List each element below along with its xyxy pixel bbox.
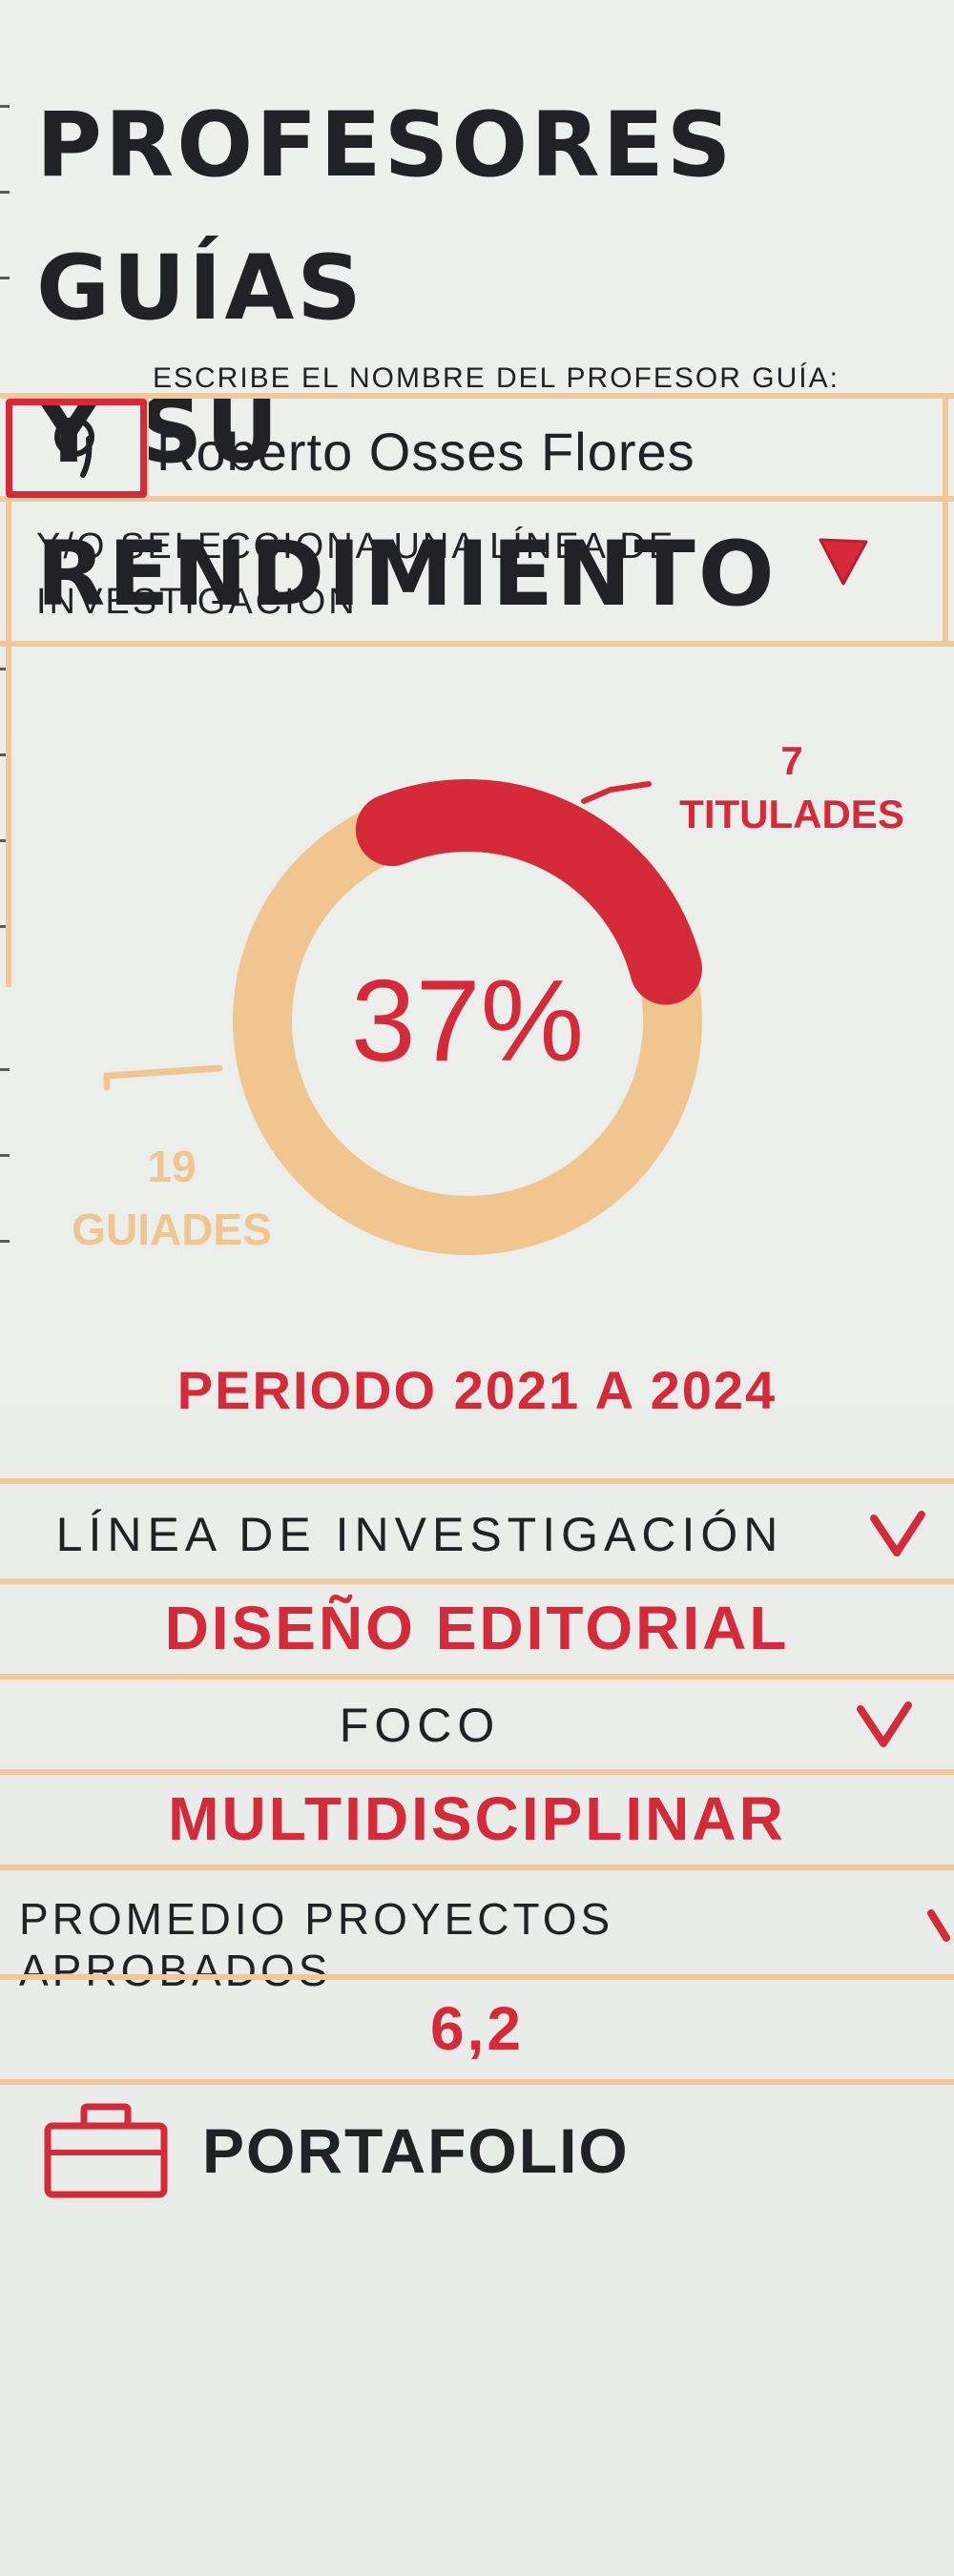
- focus-chevron-icon[interactable]: [853, 1700, 914, 1753]
- dropdown-triangle-icon: [819, 538, 868, 586]
- margin-tick: [0, 668, 10, 670]
- focus-value: Multidisciplinar: [168, 1784, 786, 1853]
- portfolio-label: Portafolio: [202, 2115, 630, 2186]
- research-line-chevron-icon[interactable]: [866, 1509, 927, 1562]
- research-line-value: Diseño editorial: [164, 1594, 790, 1662]
- right-frame-rule: [943, 393, 948, 641]
- margin-tick: [0, 1240, 10, 1243]
- focus-label: Foco: [339, 1699, 501, 1752]
- search-bottom-rule: [0, 496, 954, 502]
- research-line-label: Línea de investigación: [55, 1508, 784, 1561]
- guiados-count: 19: [147, 1142, 197, 1191]
- briefcase-icon: [44, 2103, 168, 2198]
- portfolio-button[interactable]: Portafolio: [42, 2098, 653, 2203]
- margin-tick: [0, 277, 10, 279]
- margin-tick: [0, 925, 10, 928]
- margin-tick: [0, 753, 10, 756]
- left-frame-rule: [6, 496, 11, 987]
- research-line-select-label: y/o selecciona una línea de investigació…: [36, 526, 676, 622]
- margin-tick: [0, 191, 10, 194]
- row-rule: [0, 2079, 954, 2085]
- select-bottom-rule: [0, 641, 954, 647]
- page-title-line1: Profesores guías: [36, 93, 735, 340]
- period-label: Periodo 2021 a 2024: [176, 1360, 778, 1420]
- margin-tick: [0, 105, 10, 108]
- percentage-label: 37%: [350, 956, 585, 1085]
- search-prompt: Escribe el nombre del profesor guía:: [153, 362, 840, 394]
- titulados-label: 7 Titulades: [658, 734, 925, 841]
- row-rule: [0, 1674, 954, 1680]
- search-icon: [54, 417, 94, 478]
- donut-slice-titulades: [355, 779, 702, 1005]
- average-projects-value: 6,2: [430, 1994, 524, 2063]
- titulados-count: 7: [780, 738, 803, 783]
- professor-search-input[interactable]: [155, 408, 941, 494]
- row-rule: [0, 1578, 954, 1584]
- chart-leader-lines: [103, 781, 652, 1091]
- research-line-select[interactable]: y/o selecciona una línea de investigació…: [13, 505, 939, 639]
- average-projects-label: Promedio proyectos aprobados: [19, 1894, 614, 1995]
- average-projects-chevron-icon[interactable]: [927, 1906, 954, 1944]
- row-rule: [0, 1478, 954, 1484]
- titulados-text: Titulades: [679, 792, 904, 836]
- row-rule: [0, 1974, 954, 1980]
- guiados-text: Guiades: [72, 1205, 272, 1254]
- margin-tick: [0, 1068, 10, 1071]
- row-rule: [0, 1865, 954, 1870]
- donut-svg: [233, 779, 702, 1255]
- row-rule: [0, 1769, 954, 1775]
- margin-tick: [0, 839, 10, 842]
- guiados-label: 19 Guiades: [38, 1135, 305, 1261]
- search-top-rule: [0, 393, 954, 399]
- titulados-donut-chart: 37%: [200, 753, 735, 1288]
- donut-slice-guiades: [233, 800, 702, 1255]
- margin-tick: [0, 1154, 10, 1157]
- search-button[interactable]: [6, 399, 147, 498]
